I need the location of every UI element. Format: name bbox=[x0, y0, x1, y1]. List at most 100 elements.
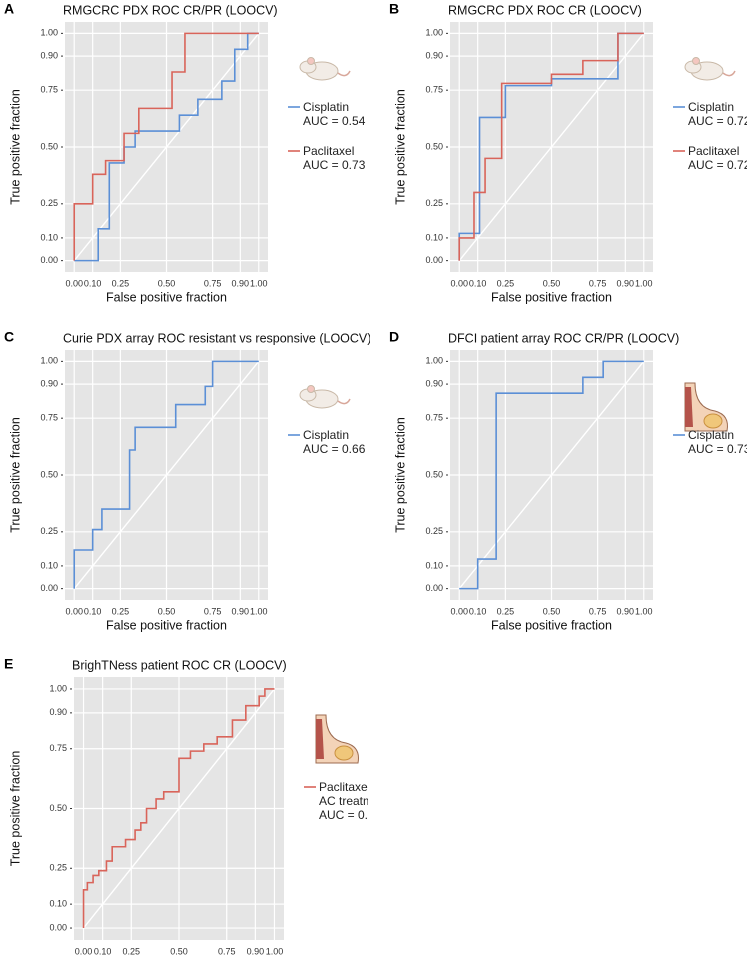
x-tick-label: 0.00 bbox=[65, 278, 83, 288]
x-tick-label: 0.90 bbox=[617, 606, 635, 616]
x-axis-title: False positive fraction bbox=[106, 290, 227, 304]
y-tick-label: 0.25 bbox=[425, 526, 443, 536]
chart-panel: D DFCI patient array ROC CR/PR (LOOCV) 0.0… bbox=[389, 329, 747, 633]
chart-title: Curie PDX array ROC resistant vs respons… bbox=[63, 331, 370, 345]
y-tick-label: 1.00 bbox=[40, 28, 58, 38]
chart-title: RMGCRC PDX ROC CR/PR (LOOCV) bbox=[63, 3, 278, 17]
x-tick-label: 0.10 bbox=[469, 606, 487, 616]
x-tick-label: 1.00 bbox=[250, 278, 268, 288]
roc-curve bbox=[74, 32, 259, 262]
y-axis-title: True positive fraction bbox=[393, 417, 407, 533]
legend-auc: AUC = 0.59 bbox=[319, 808, 368, 822]
x-tick-label: 0.10 bbox=[94, 946, 112, 956]
y-tick-label: 0.25 bbox=[49, 863, 67, 873]
chart-panel: C Curie PDX array ROC resistant vs respon… bbox=[4, 329, 370, 633]
chart-title: BrighTNess patient ROC CR (LOOCV) bbox=[72, 658, 287, 672]
breast-muscle bbox=[316, 719, 324, 759]
y-tick-label: 0.90 bbox=[425, 50, 443, 60]
chart-panel: A RMGCRC PDX ROC CR/PR (LOOCV)0.00 0.10 0.2… bbox=[4, 1, 368, 305]
y-tick-label: 0.75 bbox=[425, 85, 443, 95]
x-tick-label: 0.25 bbox=[497, 278, 515, 288]
x-tick-label: 0.50 bbox=[543, 606, 561, 616]
chart-panel: B RMGCRC PDX ROC CR (LOOCV)0.00 0.10 0.25 0.… bbox=[389, 1, 747, 305]
x-axis-title: False positive fraction bbox=[491, 290, 612, 304]
legend-auc: AUC = 0.72 bbox=[688, 114, 747, 128]
y-tick-label: 1.00 bbox=[425, 28, 443, 38]
y-tick-label: 0.10 bbox=[425, 232, 443, 242]
x-tick-label: 0.10 bbox=[469, 278, 487, 288]
legend-auc: AUC = 0.73 bbox=[688, 442, 747, 456]
x-tick-label: 0.25 bbox=[112, 606, 130, 616]
y-tick-label: 1.00 bbox=[425, 356, 443, 366]
y-tick-label: 0.75 bbox=[40, 413, 58, 423]
x-tick-label: 0.50 bbox=[543, 278, 561, 288]
panel-letter: E bbox=[4, 656, 13, 672]
x-tick-label: 0.75 bbox=[218, 946, 236, 956]
reference-diagonal bbox=[82, 688, 276, 929]
x-tick-label: 0.50 bbox=[158, 278, 176, 288]
mouse-ear bbox=[307, 385, 315, 393]
x-tick-label: 1.00 bbox=[635, 606, 653, 616]
y-tick-label: 0.50 bbox=[425, 469, 443, 479]
panel-letter: B bbox=[389, 1, 399, 17]
mouse-tail bbox=[722, 70, 736, 77]
legend-name: Cisplatin bbox=[688, 428, 735, 442]
y-tick-label: 0.90 bbox=[425, 378, 443, 388]
roc-curve bbox=[458, 32, 644, 261]
y-tick-label: 0.75 bbox=[49, 743, 67, 753]
mouse-ear bbox=[692, 57, 700, 65]
y-tick-label: 0.10 bbox=[49, 899, 67, 909]
roc-curve bbox=[458, 32, 644, 261]
roc-curve bbox=[73, 360, 259, 589]
y-tick-label: 0.75 bbox=[425, 413, 443, 423]
legend-auc: AUC = 0.66 bbox=[303, 442, 366, 456]
y-tick-label: 0.10 bbox=[40, 232, 58, 242]
y-tick-label: 0.00 bbox=[40, 255, 58, 265]
x-tick-label: 0.90 bbox=[232, 278, 250, 288]
x-tick-label: 0.90 bbox=[617, 278, 635, 288]
x-tick-label: 0.00 bbox=[75, 946, 93, 956]
chart-title: DFCI patient array ROC CR/PR (LOOCV) bbox=[448, 331, 679, 345]
y-tick-label: 0.10 bbox=[425, 560, 443, 570]
x-tick-label: 0.50 bbox=[170, 946, 188, 956]
y-axis-title: True positive fraction bbox=[8, 751, 22, 867]
y-tick-label: 0.00 bbox=[425, 583, 443, 593]
reference-diagonal bbox=[458, 32, 645, 262]
roc-curve bbox=[82, 688, 275, 929]
x-tick-label: 1.00 bbox=[635, 278, 653, 288]
legend-entry: Paclitaxel followed by AC treatmentAUC =… bbox=[319, 780, 368, 822]
y-axis-title: True positive fraction bbox=[393, 89, 407, 205]
y-tick-label: 0.50 bbox=[40, 469, 58, 479]
y-tick-label: 0.75 bbox=[40, 85, 58, 95]
reference-diagonal bbox=[73, 32, 260, 262]
roc-curve bbox=[459, 360, 644, 590]
y-tick-label: 0.10 bbox=[40, 560, 58, 570]
y-tick-label: 0.00 bbox=[49, 922, 67, 932]
x-tick-label: 1.00 bbox=[266, 946, 284, 956]
x-tick-label: 0.75 bbox=[204, 278, 222, 288]
x-tick-label: 1.00 bbox=[250, 606, 268, 616]
y-tick-label: 0.50 bbox=[49, 803, 67, 813]
legend-text: Cisplatin AUC = 0.72 bbox=[688, 100, 747, 128]
x-tick-label: 0.75 bbox=[589, 606, 607, 616]
x-axis-title: False positive fraction bbox=[106, 618, 227, 632]
y-tick-label: 0.25 bbox=[40, 198, 58, 208]
y-tick-label: 1.00 bbox=[40, 356, 58, 366]
legend-auc: AUC = 0.54 bbox=[303, 114, 366, 128]
x-tick-label: 0.90 bbox=[247, 946, 265, 956]
y-tick-label: 0.25 bbox=[40, 526, 58, 536]
legend-text: Cisplatin AUC = 0.73 bbox=[688, 428, 747, 456]
y-tick-label: 1.00 bbox=[49, 683, 67, 693]
legend-text: Cisplatin AUC = 0.54 bbox=[303, 100, 368, 128]
x-tick-label: 0.25 bbox=[123, 946, 141, 956]
x-axis-title: False positive fraction bbox=[119, 958, 240, 960]
chart-title: RMGCRC PDX ROC CR (LOOCV) bbox=[448, 3, 642, 17]
panel-letter: D bbox=[389, 329, 399, 345]
x-tick-label: 0.00 bbox=[65, 606, 83, 616]
x-tick-label: 0.10 bbox=[84, 606, 102, 616]
roc-curve bbox=[73, 32, 259, 261]
